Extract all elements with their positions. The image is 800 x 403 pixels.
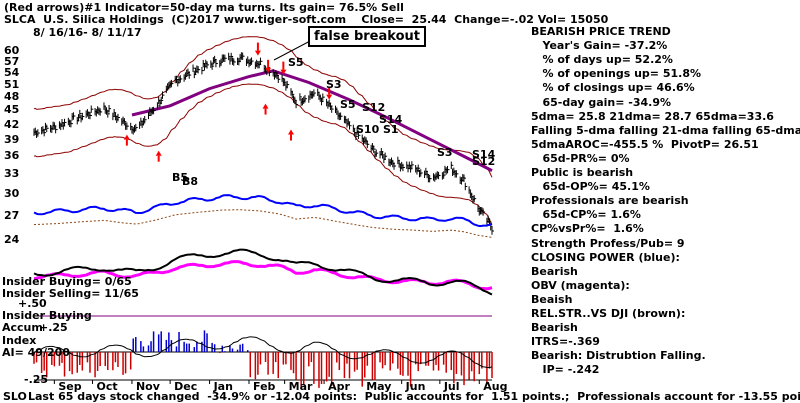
y-tick-label-57: 57: [4, 54, 20, 68]
x-tick-label-Aug: Aug: [483, 380, 508, 393]
stat-line-18: OBV (magenta):: [531, 278, 630, 292]
x-tick-label-Jul: Jul: [443, 380, 460, 393]
upper-band-line: [33, 36, 493, 178]
sell-arrow: [254, 50, 261, 56]
x-tick-label-Oct: Oct: [96, 380, 118, 393]
y-tick-label-24: 24: [4, 233, 20, 246]
x-tick-label-Dec: Dec: [174, 380, 198, 393]
signal-label-S10: S10: [356, 123, 380, 136]
footer-prefix: SLO: [3, 390, 27, 403]
buy-arrow: [155, 150, 162, 156]
stat-line-16: CLOSING POWER (blue):: [531, 250, 680, 264]
signal-label-S3: S3: [326, 78, 342, 91]
accum-scale-top: +.50: [18, 297, 47, 310]
accum-index-line: [33, 336, 493, 368]
y-tick-label-36: 36: [4, 149, 20, 163]
stat-line-7: Falling 5-dma falling 21-dma falling 65-…: [531, 123, 800, 137]
y-tick-label-45: 45: [4, 103, 20, 117]
y-tick-label-33: 33: [4, 167, 20, 181]
insider-selling-count: Insider Selling= 11/65: [2, 287, 139, 300]
sell-arrow: [326, 94, 333, 100]
buy-arrow: [262, 103, 269, 109]
accum-histogram: [33, 330, 493, 388]
stat-line-12: Professionals are bearish: [531, 194, 689, 208]
y-tick-label-54: 54: [4, 65, 20, 79]
signal-label-S12: S12: [472, 155, 496, 168]
stat-line-6: 5dma= 25.8 21dma= 28.7 65dma=33.6: [531, 109, 774, 123]
stat-line-11: 65d-OP%= 45.1%: [531, 180, 650, 194]
stat-line-19: Beaish: [531, 292, 573, 306]
signal-label-B5: B5: [172, 171, 189, 184]
indicator-header: (Red arrows)#1 Indicator=50-day ma turns…: [4, 1, 404, 14]
y-tick-label-30: 30: [4, 186, 20, 200]
rel-strength-dotted: [33, 209, 493, 238]
stat-line-21: Bearish: [531, 321, 578, 335]
buy-arrow: [288, 129, 294, 135]
stat-line-20: REL.STR..VS DJI (brown):: [531, 307, 686, 320]
footer-summary: Last 65 days stock changed -34.9% or -12…: [28, 390, 800, 403]
date-range: 8/ 16/16- 8/ 11/17: [33, 26, 142, 39]
stat-line-10: Public is bearish: [531, 166, 634, 179]
insider-buying-label: Insider Buying: [2, 309, 92, 322]
sell-arrow: [280, 69, 287, 75]
signal-label-S1: S1: [383, 123, 399, 136]
buy-arrow: [123, 134, 130, 140]
signal-label-S14: S14: [379, 113, 403, 126]
stat-line-14: CP%vsPr%= 1.6%: [531, 222, 644, 236]
stat-line-4: % of closings up= 46.6%: [531, 81, 695, 95]
y-tick-label-39: 39: [4, 132, 20, 146]
y-tick-label-27: 27: [4, 208, 20, 222]
stat-line-24: IP= -.242: [531, 363, 600, 377]
x-tick-label-Nov: Nov: [135, 380, 160, 393]
signal-label-S12: S12: [362, 101, 386, 114]
x-tick-label-Jan: Jan: [213, 380, 233, 393]
stat-line-15: Strength Profess/Pub= 9: [531, 236, 685, 250]
x-tick-label-May: May: [366, 380, 392, 393]
y-tick-label-42: 42: [4, 117, 20, 131]
signal-label-S3: S3: [437, 146, 453, 159]
stat-line-17: Bearish: [531, 264, 578, 278]
stat-line-13: 65d-CP%= 1.6%: [531, 208, 641, 222]
signal-label-S5: S5: [288, 56, 304, 69]
signal-label-S14: S14: [472, 148, 496, 161]
ai-label: AI= 49/200: [2, 346, 70, 359]
false-breakout-callout: false breakout: [308, 26, 426, 47]
signal-label-B8: B8: [182, 175, 199, 188]
y-tick-label-48: 48: [4, 90, 20, 104]
rel-strength-line: [33, 248, 493, 296]
lower-band-line: [33, 83, 493, 225]
x-tick-label-Apr: Apr: [328, 380, 350, 393]
x-tick-label-Jun: Jun: [405, 380, 426, 393]
x-tick-label-Feb: Feb: [253, 380, 276, 393]
y-tick-label-51: 51: [4, 77, 20, 91]
signal-label-S5: S5: [340, 98, 356, 111]
ticker-header: SLCA U.S. Silica Holdings (C)2017 www.ti…: [4, 13, 609, 26]
accum-scale-minus: -.25: [24, 373, 49, 386]
ma-65-line: [131, 69, 493, 172]
accum-label: Accum: [2, 321, 43, 334]
callout-pointer: [273, 39, 313, 61]
insider-buying-count: Insider Buying= 0/65: [2, 275, 132, 288]
index-label: Index: [2, 334, 37, 347]
stat-line-22: ITRS=-.369: [531, 335, 600, 349]
stat-line-23: Bearish: Distrubtion Falling.: [531, 349, 706, 363]
stat-line-0: BEARISH PRICE TREND: [531, 25, 671, 38]
stat-line-3: % of openings up= 51.8%: [531, 67, 702, 81]
stat-line-2: % of days up= 52.2%: [531, 53, 673, 67]
accum-scale-plus: +.25: [39, 321, 68, 334]
sell-arrow: [265, 67, 272, 73]
stat-line-1: Year's Gain= -37.2%: [531, 39, 668, 53]
stat-line-5: 65-day gain= -34.9%: [531, 95, 671, 109]
y-tick-label-60: 60: [4, 44, 20, 57]
stat-line-9: 65d-PR%= 0%: [531, 151, 630, 165]
x-tick-label-Mar: Mar: [288, 380, 313, 393]
closing-power-line: [33, 194, 493, 227]
stat-line-8: 5dmaAROC=-455.5 % PivotP= 26.51: [531, 137, 759, 151]
x-tick-label-Sep: Sep: [58, 380, 82, 393]
